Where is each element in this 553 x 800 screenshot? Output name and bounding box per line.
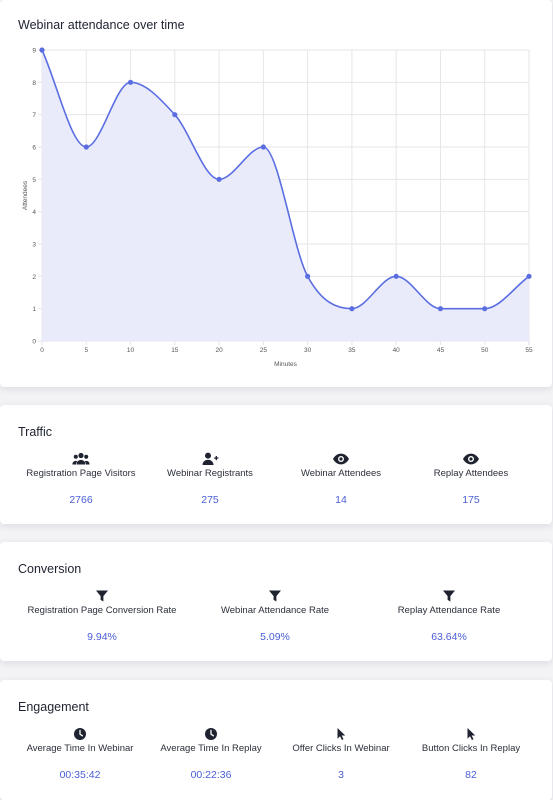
x-tick-label: 25 — [260, 347, 268, 354]
x-tick-label: 20 — [215, 347, 223, 354]
engagement-card: Engagement Average Time In Webinar 00:35… — [0, 680, 552, 800]
data-point — [39, 47, 45, 53]
metric-offer-clicks-webinar: Offer Clicks In Webinar 3 — [266, 727, 416, 781]
metric-value: 9.94% — [87, 631, 117, 643]
user-plus-icon — [135, 452, 285, 466]
metric-value: 00:35:42 — [59, 769, 101, 781]
metric-label: Offer Clicks In Webinar — [292, 743, 390, 754]
metric-value: 14 — [335, 494, 347, 506]
engagement-title: Engagement — [18, 700, 89, 714]
x-tick-label: 45 — [437, 347, 445, 354]
metric-average-time-replay: Average Time In Replay 00:22:36 — [136, 727, 286, 781]
metric-value: 82 — [465, 769, 477, 781]
cursor-icon — [266, 727, 416, 741]
data-point — [305, 273, 311, 279]
y-tick-label: 1 — [32, 306, 36, 313]
metric-registration-conversion-rate: Registration Page Conversion Rate 9.94% — [12, 589, 192, 643]
metric-value: 00:22:36 — [190, 769, 232, 781]
filter-icon — [12, 589, 192, 603]
traffic-card: Traffic Registration Page Visitors 2766 … — [0, 405, 552, 524]
metric-value: 2766 — [69, 494, 93, 506]
data-point — [393, 273, 399, 279]
data-point — [83, 144, 89, 150]
y-tick-label: 4 — [32, 209, 36, 216]
eye-icon — [396, 452, 546, 466]
y-tick-label: 5 — [32, 177, 36, 184]
conversion-title: Conversion — [18, 562, 82, 576]
metric-value: 63.64% — [431, 631, 467, 643]
metric-label: Webinar Attendees — [300, 468, 382, 479]
x-axis-label: Minutes — [274, 361, 298, 368]
metric-label: Average Time In Replay — [160, 743, 262, 754]
y-axis-label: Attendees — [22, 180, 29, 210]
filter-icon — [185, 589, 365, 603]
metric-label: Registration Page Conversion Rate — [27, 605, 177, 616]
metric-value: 175 — [462, 494, 480, 506]
metric-webinar-attendees: Webinar Attendees 14 — [266, 452, 416, 506]
metric-average-time-webinar: Average Time In Webinar 00:35:42 — [5, 727, 155, 781]
metric-value: 5.09% — [260, 631, 290, 643]
data-point — [349, 306, 355, 312]
y-tick-label: 3 — [32, 242, 36, 249]
x-tick-label: 5 — [84, 347, 88, 354]
chart-card-title: Webinar attendance over time — [18, 18, 185, 32]
metric-replay-attendees: Replay Attendees 175 — [396, 452, 546, 506]
x-tick-label: 10 — [127, 347, 135, 354]
y-tick-label: 6 — [32, 145, 36, 152]
metric-label: Average Time In Webinar — [26, 743, 134, 754]
clock-icon — [5, 727, 155, 741]
x-tick-label: 35 — [348, 347, 356, 354]
y-tick-label: 2 — [32, 274, 36, 281]
clock-icon — [136, 727, 286, 741]
conversion-card: Conversion Registration Page Conversion … — [0, 542, 552, 661]
cursor-icon — [396, 727, 546, 741]
filter-icon — [359, 589, 539, 603]
x-tick-label: 50 — [481, 347, 489, 354]
metric-registration-page-visitors: Registration Page Visitors 2766 — [6, 452, 156, 506]
data-point — [127, 79, 134, 85]
metric-label: Replay Attendance Rate — [397, 605, 501, 616]
x-tick-label: 55 — [525, 347, 533, 354]
metric-label: Replay Attendees — [433, 468, 509, 479]
metric-button-clicks-replay: Button Clicks In Replay 82 — [396, 727, 546, 781]
data-point — [172, 112, 178, 118]
metric-value: 275 — [201, 494, 219, 506]
metric-label: Webinar Attendance Rate — [220, 605, 330, 616]
metric-label: Button Clicks In Replay — [421, 743, 521, 754]
metric-webinar-attendance-rate: Webinar Attendance Rate 5.09% — [185, 589, 365, 643]
x-tick-label: 15 — [171, 347, 179, 354]
data-point — [216, 176, 222, 182]
x-tick-label: 0 — [40, 347, 44, 354]
eye-icon — [266, 452, 416, 466]
data-point — [482, 306, 488, 312]
data-point — [260, 144, 266, 150]
y-tick-label: 9 — [32, 48, 36, 55]
metric-replay-attendance-rate: Replay Attendance Rate 63.64% — [359, 589, 539, 643]
data-point — [526, 273, 532, 279]
data-point — [437, 306, 444, 312]
x-tick-label: 40 — [393, 347, 401, 354]
y-tick-label: 8 — [32, 80, 36, 87]
metric-label: Registration Page Visitors — [26, 468, 136, 479]
y-tick-label: 0 — [32, 339, 36, 346]
users-icon — [6, 452, 156, 466]
attendance-area — [42, 50, 529, 341]
traffic-title: Traffic — [18, 425, 53, 439]
metric-label: Webinar Registrants — [167, 468, 253, 479]
metric-value: 3 — [338, 769, 344, 781]
attendance-chart-card: 0 1 2 3 4 5 6 7 8 9 0 5 10 15 20 25 30 35 40 45 50 55 Minutes A… — [0, 0, 552, 387]
y-tick-label: 7 — [32, 112, 36, 119]
x-tick-label: 30 — [304, 347, 312, 354]
metric-webinar-registrants: Webinar Registrants 275 — [135, 452, 285, 506]
